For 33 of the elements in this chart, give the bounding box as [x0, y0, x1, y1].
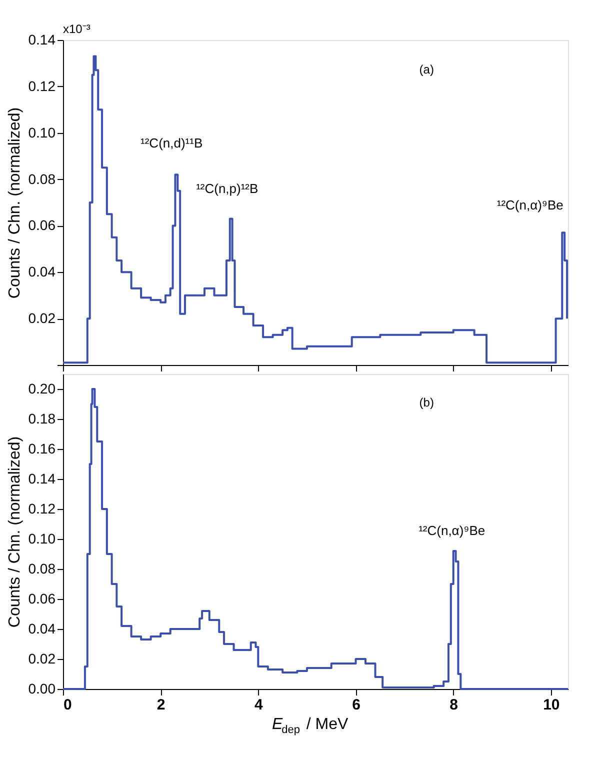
x-tick-label: 10 [543, 696, 560, 714]
y-tick-label: 0.08 [28, 170, 56, 187]
y-tick-label: 0.10 [28, 124, 56, 140]
x-tick-label: 0 [64, 696, 72, 714]
y-tick-label: 0.00 [28, 680, 56, 696]
x-tick-label: 2 [156, 696, 166, 714]
y-tick-label: 0.16 [28, 440, 56, 456]
annotation: (b) [419, 395, 434, 410]
annotation: ¹²C(n,α)⁹Be [496, 197, 564, 212]
y-tick-label: 0.14 [28, 32, 56, 48]
y-tick-label: 0.12 [28, 500, 56, 516]
y-tick-label: 0.18 [28, 410, 56, 426]
x-tick-label: 4 [254, 696, 264, 714]
y-tick-label: 0.02 [28, 650, 56, 666]
x-tick-label: 6 [352, 696, 360, 714]
y-tick-label: 0.02 [28, 310, 56, 326]
x-tick-label: 8 [450, 696, 458, 714]
y-tick-label: 0.10 [28, 530, 56, 546]
y-axis-title: Counts / Chn. (normalized) [6, 436, 24, 628]
y-tick-label: 0.20 [28, 380, 56, 396]
y-tick-label: 0.04 [28, 264, 56, 280]
y-tick-label: 0.14 [28, 470, 56, 486]
text: x10⁻³ [63, 22, 90, 36]
annotation: (a) [419, 62, 434, 76]
annotation: ¹²C(n,d)¹¹B [140, 136, 203, 150]
y-tick-label: 0.08 [28, 560, 56, 576]
y-tick-label: 0.04 [28, 620, 56, 636]
y-tick-label: 0.06 [28, 590, 56, 606]
y-axis-title: Counts / Chn. (normalized) [6, 107, 24, 299]
annotation: ¹²C(n,p)¹²B [196, 181, 258, 196]
annotation: ¹²C(n,α)⁹Be [418, 522, 486, 538]
y-tick-label: 0.12 [28, 78, 56, 94]
y-tick-label: 0.06 [28, 217, 56, 234]
